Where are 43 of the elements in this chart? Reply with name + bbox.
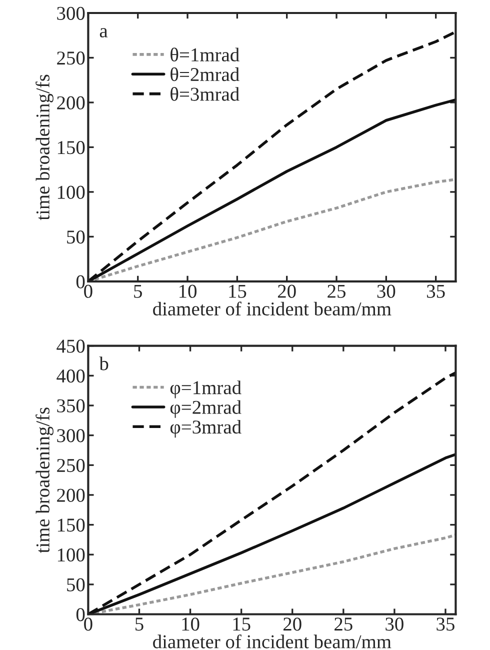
y-axis-title: time broadening/fs [36,74,54,220]
y-tick-label: 450 [56,340,85,353]
y-tick-label: 400 [56,369,85,383]
legend-label: φ=1mrad [170,380,242,398]
y-tick-label: 300 [57,429,85,442]
x-tick-label: 10 [182,618,200,631]
legend-label: φ=3mrad [170,420,242,438]
x-tick-label: 20 [278,284,296,298]
x-tick-label: 35 [436,618,454,631]
x-tick-label: 15 [233,618,250,631]
annotation: a [100,28,108,38]
y-tick-label: 250 [57,458,85,472]
x-axis-title: diameter of incident beam/mm [153,634,392,648]
x-tick-label: 30 [377,284,396,298]
y-tick-label: 200 [57,96,85,110]
x-axis-title: diameter of incident beam/mm [153,302,392,316]
y-tick-label: 350 [57,399,85,412]
y-tick-label: 100 [58,548,85,562]
x-tick-label: 10 [180,284,197,298]
y-tick-label: 200 [57,488,85,502]
y-tick-label: 0 [76,275,85,288]
y-tick-label: 150 [58,518,85,532]
legend-label: θ=1mrad [170,48,240,62]
x-tick-label: 35 [427,284,445,298]
x-tick-label: 5 [136,618,144,631]
x-tick-label: 15 [229,284,246,298]
y-tick-label: 0 [76,608,85,622]
x-tick-label: 25 [334,618,352,631]
legend-label: θ=3mrad [170,87,240,101]
y-tick-label: 50 [67,230,85,244]
x-tick-label: 30 [386,618,404,631]
y-tick-label: 150 [58,141,85,154]
y-axis-title: time broadening/fs [36,408,54,554]
y-tick-label: 250 [57,52,85,65]
x-tick-label: 20 [284,618,302,631]
annotation: b [99,356,108,370]
x-tick-label: 25 [328,284,346,298]
y-tick-label: 300 [57,6,85,20]
x-tick-label: 5 [134,284,142,298]
legend-label: φ=2mrad [170,400,242,418]
y-tick-label: 100 [58,186,85,199]
y-tick-label: 50 [67,578,85,592]
legend-label: θ=2mrad [170,67,240,82]
